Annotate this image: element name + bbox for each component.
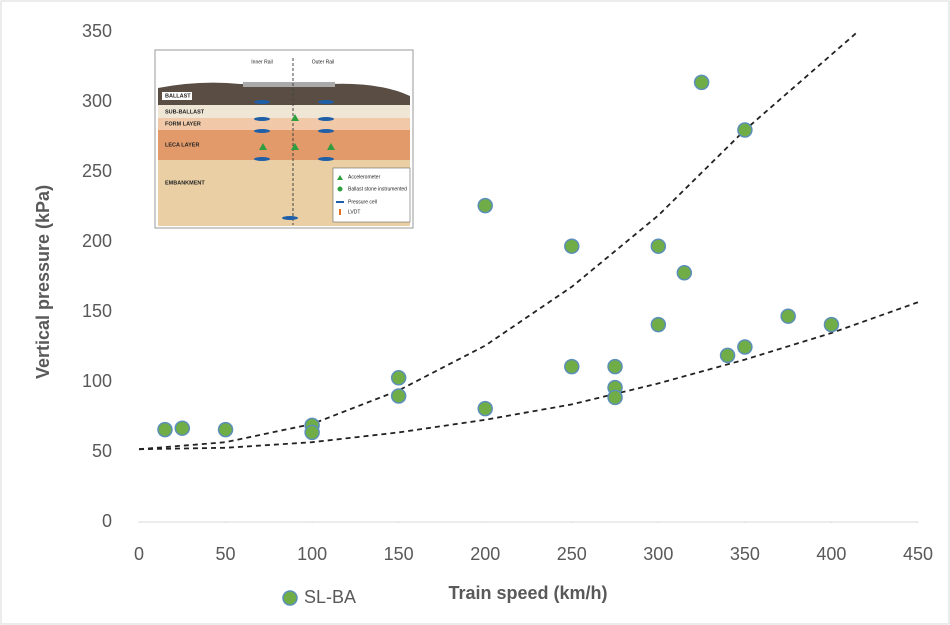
data-point bbox=[390, 370, 407, 386]
data-point bbox=[157, 421, 173, 438]
pressure-cells bbox=[254, 100, 334, 220]
y-tick-label: 50 bbox=[92, 441, 112, 461]
x-tick-label: 50 bbox=[216, 544, 236, 564]
data-point bbox=[607, 358, 623, 375]
legend-icon bbox=[337, 175, 343, 180]
x-tick-label: 250 bbox=[557, 544, 587, 564]
y-axis-title: Vertical pressure (kPa) bbox=[33, 185, 53, 379]
layer-ballast bbox=[158, 82, 410, 105]
data-point bbox=[676, 265, 693, 281]
data-point bbox=[650, 316, 667, 333]
data-point bbox=[174, 420, 191, 436]
data-point bbox=[693, 74, 710, 91]
inset-rail-label: Outer Rail bbox=[312, 59, 335, 65]
sleeper bbox=[243, 82, 335, 87]
inset-rail-label: Inner Rail bbox=[251, 59, 272, 65]
legend-icon bbox=[336, 201, 344, 203]
x-tick-label: 400 bbox=[816, 544, 846, 564]
y-tick-label: 100 bbox=[82, 371, 112, 391]
layer-form bbox=[158, 118, 410, 130]
data-point bbox=[304, 424, 320, 441]
y-tick-label: 300 bbox=[82, 91, 112, 111]
x-axis-title: Train speed (km/h) bbox=[448, 583, 607, 603]
legend-marker bbox=[282, 590, 298, 606]
x-tick-label: 350 bbox=[730, 544, 760, 564]
inset-layer-label: FORM LAYER bbox=[165, 121, 201, 127]
data-point bbox=[564, 238, 580, 254]
inset-layer-label: EMBANKMENT bbox=[165, 180, 205, 186]
inset-layer-label: SUB-BALLAST bbox=[165, 109, 205, 115]
layer-subballast bbox=[158, 105, 410, 118]
inset-legend-box bbox=[332, 167, 411, 223]
data-point bbox=[217, 421, 234, 438]
data-point bbox=[607, 389, 623, 406]
layer-leca bbox=[158, 130, 410, 160]
legend-label: SL-BA bbox=[304, 587, 356, 607]
x-tick-label: 300 bbox=[643, 544, 673, 564]
y-tick-label: 200 bbox=[82, 231, 112, 251]
data-point bbox=[390, 388, 407, 404]
x-tick-label: 450 bbox=[903, 544, 933, 564]
inset-legend-label: Pressure cell bbox=[348, 199, 377, 205]
inset-legend-label: LVDT bbox=[348, 209, 360, 215]
data-point bbox=[823, 316, 840, 333]
inset-layer-label: BALLAST bbox=[165, 93, 191, 99]
data-point bbox=[564, 358, 580, 375]
accelerometers bbox=[259, 114, 335, 150]
y-tick-label: 350 bbox=[82, 21, 112, 41]
y-tick-label: 250 bbox=[82, 161, 112, 181]
label-box bbox=[162, 92, 192, 100]
inset-diagram: Inner Rail Outer Rail BALLAST SUB-BALLAS… bbox=[154, 49, 414, 229]
y-tick-label: 150 bbox=[82, 301, 112, 321]
y-tick-label: 0 bbox=[102, 511, 112, 531]
data-point bbox=[780, 308, 796, 324]
data-point bbox=[719, 347, 736, 364]
legend-icon bbox=[337, 186, 343, 192]
legend-icon bbox=[339, 209, 341, 215]
inset-layer-label: LECA LAYER bbox=[165, 142, 199, 148]
x-tick-label: 200 bbox=[470, 544, 500, 564]
inset-legend-label: Ballast stone instrumented bbox=[348, 186, 407, 192]
data-point bbox=[737, 339, 753, 355]
x-tick-label: 100 bbox=[297, 544, 327, 564]
trend-line bbox=[138, 301, 919, 451]
data-point bbox=[477, 197, 493, 214]
data-point bbox=[650, 238, 667, 254]
data-point bbox=[477, 400, 493, 417]
x-tick-label: 150 bbox=[384, 544, 414, 564]
inset-legend-label: Accelerometer bbox=[348, 174, 381, 180]
data-point bbox=[737, 122, 753, 138]
x-tick-label: 0 bbox=[134, 544, 144, 564]
